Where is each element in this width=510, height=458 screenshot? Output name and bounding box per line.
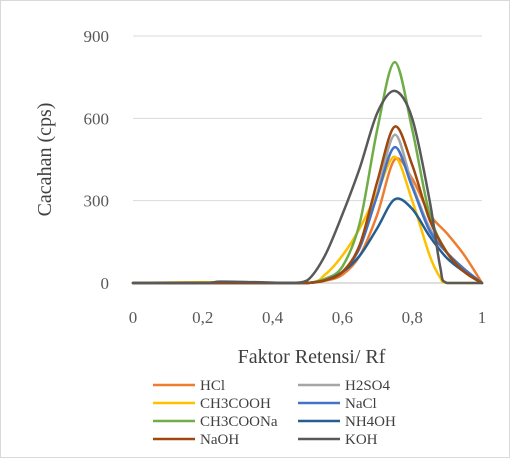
x-tick-label: 0	[129, 308, 138, 327]
x-tick-label: 1	[478, 308, 487, 327]
y-axis-title: Cacahan (cps)	[34, 103, 56, 217]
legend-label-nh4oh: NH4OH	[345, 414, 396, 430]
x-tick-label: 0,2	[192, 308, 213, 327]
y-tick-label: 0	[101, 274, 110, 293]
legend-label-hcl: HCl	[200, 378, 225, 394]
legend-label-naoh: NaOH	[200, 432, 239, 448]
x-tick-label: 0,8	[402, 308, 423, 327]
legend-label-h2so4: H2SO4	[345, 378, 391, 394]
series-line-koh	[131, 89, 484, 285]
x-axis-title: Faktor Retensi/ Rf	[238, 346, 386, 368]
x-tick-label: 0,6	[332, 308, 353, 327]
legend-label-koh: KOH	[345, 432, 378, 448]
x-tick-label: 0,4	[262, 308, 284, 327]
series-line-ch3coona	[131, 60, 484, 285]
legend-label-ch3coona: CH3COONa	[200, 414, 278, 430]
y-tick-label: 600	[84, 109, 110, 128]
y-tick-label: 900	[84, 27, 110, 46]
series-line-naoh	[131, 125, 484, 285]
y-tick-label: 300	[84, 192, 110, 211]
legend-label-ch3cooh: CH3COOH	[200, 396, 271, 412]
legend-label-nacl: NaCl	[345, 396, 377, 412]
series-line-h2so4	[131, 133, 484, 285]
